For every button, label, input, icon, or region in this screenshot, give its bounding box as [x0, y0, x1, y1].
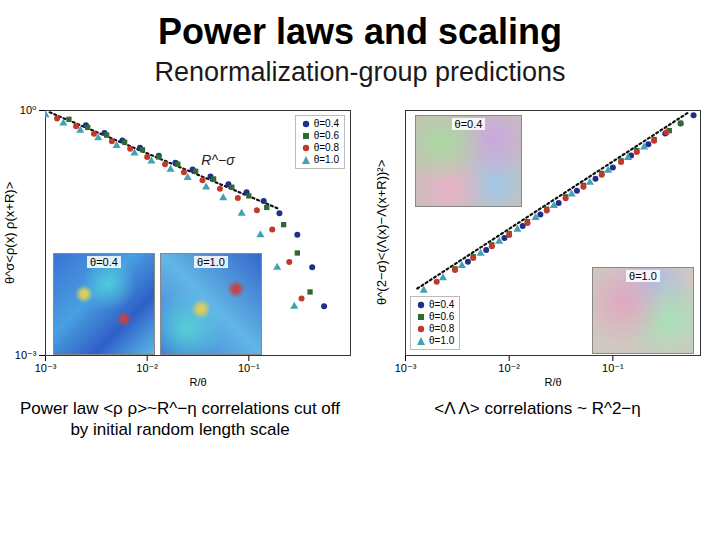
svg-text:10⁻³: 10⁻³ [35, 362, 57, 374]
svg-text:R/θ: R/θ [544, 376, 561, 388]
html-text:θ^(2−σ)<(Λ(x)−Λ(x+R))²>: θ^(2−σ)<(Λ(x)−Λ(x+R))²> [374, 159, 389, 306]
html-text:θ=1.0: θ=1.0 [429, 335, 455, 346]
svg-text:10⁻³: 10⁻³ [15, 349, 37, 361]
svg-text:10⁰: 10⁰ [20, 104, 37, 116]
html-text:θ=0.8: θ=0.8 [313, 142, 339, 153]
svg-text:10⁻²: 10⁻² [498, 362, 520, 374]
html-text:Power laws and scaling: Power laws and scaling [157, 11, 563, 52]
html-text:θ=0.4: θ=0.4 [90, 256, 118, 268]
html-text:<Λ Λ> correlations ~ R^2−η: <Λ Λ> correlations ~ R^2−η [434, 399, 641, 418]
html-text:Renormalization-group predicti: Renormalization-group predictions [154, 57, 566, 87]
html-text:θ=0.6: θ=0.6 [313, 130, 339, 141]
html-text:θ=1.0: θ=1.0 [629, 270, 657, 282]
html-text:θ^σ<ρ(x) ρ(x+R)>: θ^σ<ρ(x) ρ(x+R)> [2, 181, 17, 284]
svg-text:10⁻¹: 10⁻¹ [238, 362, 260, 374]
html-text:θ=0.6: θ=0.6 [429, 311, 455, 322]
svg-text:10⁻³: 10⁻³ [395, 362, 417, 374]
html-text:θ=1.0: θ=1.0 [313, 154, 339, 165]
html-text:θ=0.4: θ=0.4 [429, 299, 455, 310]
html-text:θ=0.4: θ=0.4 [454, 118, 483, 130]
html-text:θ=0.8: θ=0.8 [429, 323, 455, 334]
html-text:θ=1.0: θ=1.0 [197, 256, 225, 268]
svg-text:R/θ: R/θ [189, 376, 206, 388]
svg-text:10⁻²: 10⁻² [136, 362, 158, 374]
svg-text:R^−σ: R^−σ [201, 152, 235, 168]
html-text:θ=0.4: θ=0.4 [313, 118, 339, 129]
svg-text:10⁻¹: 10⁻¹ [602, 362, 624, 374]
html-text:Power law <ρ ρ>~R^−η correlati: Power law <ρ ρ>~R^−η correlations cut of… [20, 399, 340, 439]
